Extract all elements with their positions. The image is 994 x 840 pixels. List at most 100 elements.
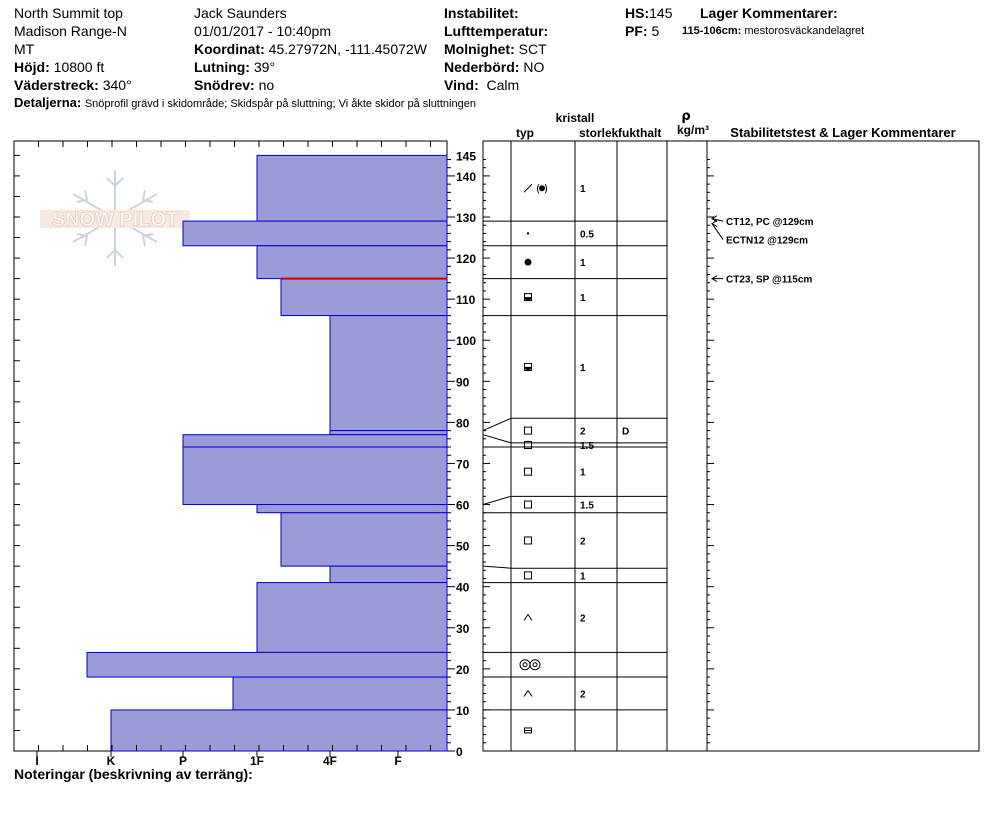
depth-tick-label: 0 (456, 745, 463, 759)
grain-size: 2 (580, 689, 586, 700)
hardness-tick-label: I (35, 754, 38, 768)
aspect: Väderstreck: 340° (14, 77, 132, 93)
svg-text:SNOW PILOT: SNOW PILOT (52, 209, 179, 231)
grain-type-icon (524, 293, 532, 302)
col-header-moisture: fukthalt (618, 126, 661, 140)
layer-bar (329, 565, 448, 584)
stability-test-label: ECTN12 @129cm (726, 236, 808, 247)
location-line-1: North Summit top (14, 5, 123, 21)
depth-tick-label: 90 (456, 375, 470, 389)
grain-size: 0.5 (580, 229, 594, 240)
grain-size: 2 (580, 536, 586, 547)
hardness-tick-label: F (394, 754, 401, 768)
precipitation: Nederbörd: NO (444, 59, 545, 75)
depth-tick-label: 40 (456, 581, 470, 595)
grain-size: 1 (580, 468, 586, 479)
layer-bar (110, 709, 448, 752)
snowpilot-logo: SNOW PILOT (40, 170, 190, 266)
datetime: 01/01/2017 - 10:40pm (194, 23, 331, 39)
sky: Molnighet: SCT (444, 41, 547, 57)
grain-type-icon: ( ) (523, 182, 548, 195)
depth-tick-label: 60 (456, 499, 470, 513)
grain-type-icon (524, 362, 532, 371)
moisture-value: D (622, 427, 629, 438)
layer-bar (256, 582, 448, 653)
depth-tick-label: 130 (456, 211, 476, 225)
row-connector (482, 434, 512, 444)
layer-bar (256, 504, 448, 514)
col-header-type: typ (516, 126, 534, 140)
grain-type-icon (524, 536, 532, 545)
depth-tick-label: 120 (456, 252, 476, 266)
test-leader (711, 223, 724, 240)
col-header-density: kg/m³ (677, 123, 709, 137)
depth-tick-label: 140 (456, 170, 476, 184)
elevation: Höjd: 10800 ft (14, 59, 105, 75)
layer-bar (232, 676, 448, 711)
hardness-tick-label: 4F (323, 754, 337, 768)
observer: Jack Saunders (194, 5, 287, 21)
depth-tick-label: 100 (456, 334, 476, 348)
row-connector (482, 495, 512, 506)
grain-size: 2 (580, 427, 586, 438)
depth-tick-label: 50 (456, 540, 470, 554)
grain-type-icon (526, 232, 530, 235)
layer-table-frame (482, 140, 980, 752)
arrow-icon (711, 275, 718, 283)
depth-tick-label: 80 (456, 416, 470, 430)
location-line-3: MT (14, 41, 35, 57)
layer-bar (86, 651, 448, 678)
layer-comments-title: Lager Kommentarer: (700, 5, 838, 21)
wind: Vind: Calm (444, 77, 520, 93)
layer-bar (182, 220, 448, 247)
wind-loading: Snödrev: no (194, 77, 275, 93)
hardness-tick-label: P (179, 754, 187, 768)
pf: PF: 5 (625, 23, 660, 39)
coordinates: Koordinat: 45.27972N, -111.45072W (194, 41, 427, 57)
depth-tick-label: 145 (456, 149, 476, 163)
hardness-tick-label: K (107, 754, 116, 768)
grain-type-icon (524, 571, 532, 580)
details: Detaljerna: Snöprofil grävd i skidområde… (14, 95, 476, 110)
row-connector (482, 565, 512, 569)
layer-bar (329, 430, 448, 436)
layer-bar (280, 512, 448, 567)
depth-tick-label: 10 (456, 704, 470, 718)
stability-test-label: CT12, PC @129cm (726, 217, 814, 228)
depth-tick-label: 70 (456, 457, 470, 471)
grain-type-icon (523, 689, 533, 697)
grain-size: 1 (580, 293, 586, 304)
grain-size: 1 (580, 184, 586, 195)
location-line-2: Madison Range-N (14, 23, 127, 39)
grain-size: 1.5 (580, 441, 594, 452)
layer-bar (329, 315, 448, 432)
grain-type-icon (524, 426, 532, 435)
col-header-size: storlek (579, 126, 619, 140)
hs: HS:145 (625, 5, 673, 21)
row-connector (482, 417, 512, 432)
test-leader (711, 218, 724, 222)
grain-type-icon (524, 727, 532, 734)
layer-bar (256, 154, 448, 222)
grain-type-icon (519, 659, 541, 671)
grain-type-icon (524, 467, 532, 476)
grain-size: 1.5 (580, 501, 594, 512)
depth-tick-label: 110 (456, 293, 476, 307)
depth-tick-label: 20 (456, 663, 470, 677)
grain-size: 2 (580, 613, 586, 624)
instability: Instabilitet: (444, 5, 519, 21)
col-header-crystal: kristall (556, 111, 595, 125)
grain-size: 1 (580, 571, 586, 582)
air-temperature: Lufttemperatur: (444, 23, 549, 39)
grain-type-icon (524, 258, 532, 266)
col-header-stability: Stabilitetstest & Lager Kommentarer (730, 125, 955, 140)
arrow-icon (711, 220, 718, 227)
grain-type-icon (523, 613, 533, 621)
grain-size: 1 (580, 258, 586, 269)
hardness-tick-label: 1F (250, 754, 264, 768)
layer-bar (256, 245, 448, 280)
depth-tick-label: 30 (456, 622, 470, 636)
arrow-icon (711, 215, 718, 223)
layer-bar (182, 434, 448, 448)
